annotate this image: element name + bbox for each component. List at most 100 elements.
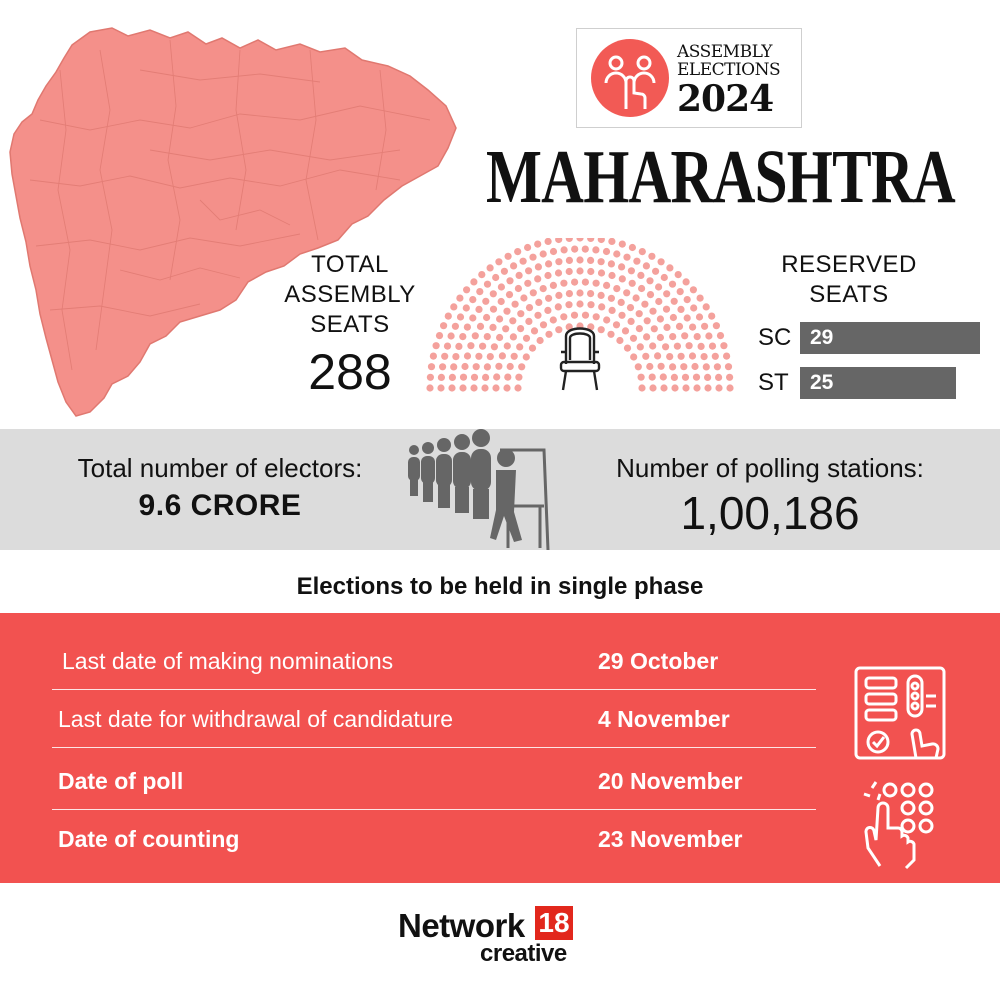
seat-dot [643,317,651,325]
seat-dot [554,269,563,277]
seat-dot [618,275,626,283]
seat-dot [597,258,605,266]
total-seats-label: TOTAL ASSEMBLY SEATS [284,251,416,338]
seat-dot [608,238,616,245]
seat-dot [492,273,500,282]
district-border [95,49,113,351]
seat-dot [587,267,595,276]
seat-dot [500,267,508,275]
seat-dot [712,322,720,330]
seat-dot [462,304,470,312]
seat-dot [621,327,630,335]
seat-dot [476,288,484,296]
seat-dot [612,321,621,329]
seat-dot [565,301,573,309]
seat-dot [489,305,498,313]
seat-dot [655,283,663,291]
seat-dot [705,332,713,340]
seat-dot [503,342,511,350]
seat-dot [509,333,517,341]
voting-machine-icon [854,666,946,760]
seat-dot [627,317,635,325]
phase-note: Elections to be held in single phase [296,573,704,600]
seat-dot [426,373,434,381]
seat-dot [701,322,709,330]
seat-dot [597,238,605,244]
seat-dot [467,342,475,350]
row-divider [52,689,816,690]
seat-dot [587,323,595,331]
seat-dot [486,353,494,361]
seat-dot [463,323,471,331]
seat-dot [597,326,605,334]
seat-dot [498,352,506,360]
seat-dot [470,373,479,381]
seat-dot [437,384,445,392]
seat-dot [576,238,584,242]
polling-stations-label: Number of polling stations: [616,453,924,483]
seat-dot [483,280,492,288]
seat-arc-chart [426,238,734,392]
seat-dot [723,352,731,360]
seat-dot [713,363,721,371]
seat-dot [683,314,691,322]
seat-dot [649,384,657,392]
seat-dot [643,333,651,341]
seat-dot [517,310,525,318]
seat-dot [692,373,701,381]
schedule-row-withdrawal: Last date for withdrawal of candidature … [52,690,816,748]
seat-dot [503,307,511,315]
schedule-label: Date of poll [58,768,184,794]
seat-dot [683,296,691,304]
seat-dot [435,332,444,340]
seat-dot [565,238,573,242]
electors-value: 9.6 CRORE [138,489,302,522]
seat-dot [648,252,656,260]
seat-dot [627,267,635,275]
seat-dot [587,301,595,309]
seat-dot [471,332,479,340]
schedule-label: Last date for withdrawal of candidature [58,706,454,732]
seat-dot [539,321,548,329]
seat-dot [482,373,490,381]
seat-dot [636,343,644,351]
seat-dot [618,311,626,319]
seat-dot [478,271,486,279]
district-border [39,105,431,131]
seat-dot [476,322,485,330]
seat-dot [463,352,472,360]
seat-dot [649,307,657,315]
seat-dot [652,267,660,275]
seat-dot [459,333,467,341]
seat-dot [623,344,632,352]
seat-dot [607,260,615,268]
seat-dot [560,246,568,254]
seat-dot [555,326,563,334]
seat-dot [638,384,646,392]
seat-dot [702,363,710,371]
seat-dot [528,344,537,352]
seat-dot [524,243,532,252]
seat-dot [524,279,532,287]
seat-dot [495,258,503,266]
seat-dot [670,373,678,381]
seat-dot [482,297,490,305]
seat-dot [669,363,677,371]
seat-dot [708,342,717,350]
seat-dot [607,294,615,302]
seat-dot [535,298,543,306]
seat-dot [587,256,595,264]
seat-dot [514,384,522,392]
seat-dot [439,363,447,371]
seat-dot [483,313,491,322]
seat-dot [441,352,449,360]
seat-dot [635,325,643,333]
seat-dot [502,325,510,333]
seat-dot [629,334,638,342]
district-border [119,267,241,281]
seat-dot [515,271,523,279]
seat-dot [470,278,478,286]
seat-dot [641,300,649,308]
seat-dot [581,311,590,319]
seat-dot [669,333,677,341]
